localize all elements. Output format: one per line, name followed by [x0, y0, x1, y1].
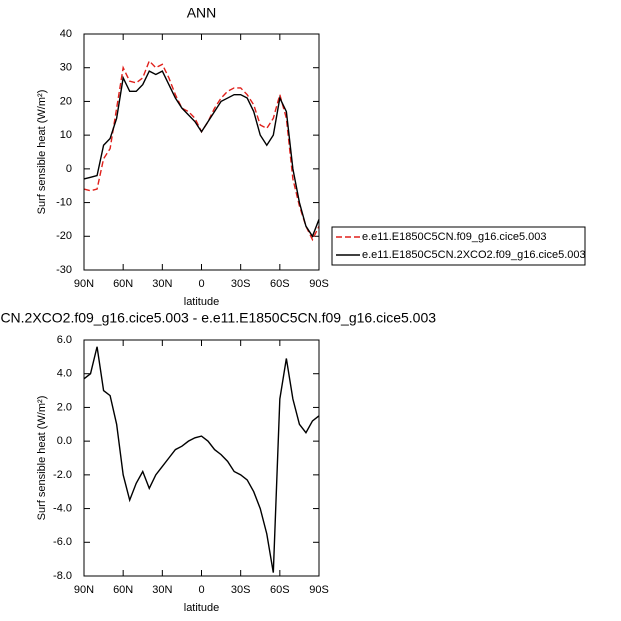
chart-title: 50C5CN.2XCO2.f09_g16.cice5.003 - e.e11.E…: [0, 310, 436, 326]
y-tick-label: -20: [56, 230, 72, 242]
data-line: [83, 70, 320, 238]
plot-frame: [83, 33, 320, 271]
x-axis-label: latitude: [184, 602, 219, 614]
data-line: [83, 59, 320, 242]
x-tick-label: 30N: [152, 278, 172, 290]
data-line: [83, 346, 320, 573]
legend-label: e.e11.E1850C5CN.f09_g16.cice5.003: [362, 231, 547, 243]
y-tick-label: -8.0: [53, 570, 72, 582]
y-tick-label: 6.0: [57, 334, 72, 346]
y-tick-label: 2.0: [57, 401, 72, 413]
x-tick-label: 90S: [309, 278, 329, 290]
y-tick-label: 4.0: [57, 368, 72, 380]
y-tick-label: 20: [60, 95, 72, 107]
y-tick-label: -30: [56, 264, 72, 276]
x-axis-label: latitude: [184, 296, 219, 308]
x-tick-label: 0: [198, 584, 204, 596]
x-tick-label: 30S: [231, 278, 251, 290]
y-axis-label: Surf sensible heat (W/m²): [36, 90, 48, 215]
y-tick-label: 40: [60, 28, 72, 40]
y-tick-label: 10: [60, 129, 72, 141]
y-tick-label: 0.0: [57, 435, 72, 447]
y-tick-label: 0: [66, 163, 72, 175]
legend-box: [331, 226, 586, 266]
x-tick-label: 60N: [113, 584, 133, 596]
x-tick-label: 0: [198, 278, 204, 290]
x-tick-label: 60S: [270, 278, 290, 290]
y-axis-label: Surf sensible heat (W/m²): [36, 396, 48, 521]
legend-label: e.e11.E1850C5CN.2XCO2.f09_g16.cice5.003: [362, 249, 586, 261]
x-tick-label: 30N: [152, 584, 172, 596]
plot-frame: [83, 339, 320, 577]
chart-title: ANN: [187, 5, 217, 21]
x-tick-label: 90N: [74, 278, 94, 290]
y-tick-label: -6.0: [53, 536, 72, 548]
x-tick-label: 60S: [270, 584, 290, 596]
x-tick-label: 90N: [74, 584, 94, 596]
y-tick-label: -4.0: [53, 502, 72, 514]
x-tick-label: 90S: [309, 584, 329, 596]
y-tick-label: -2.0: [53, 469, 72, 481]
y-tick-label: -10: [56, 196, 72, 208]
y-tick-label: 30: [60, 62, 72, 74]
x-tick-label: 60N: [113, 278, 133, 290]
x-tick-label: 30S: [231, 584, 251, 596]
